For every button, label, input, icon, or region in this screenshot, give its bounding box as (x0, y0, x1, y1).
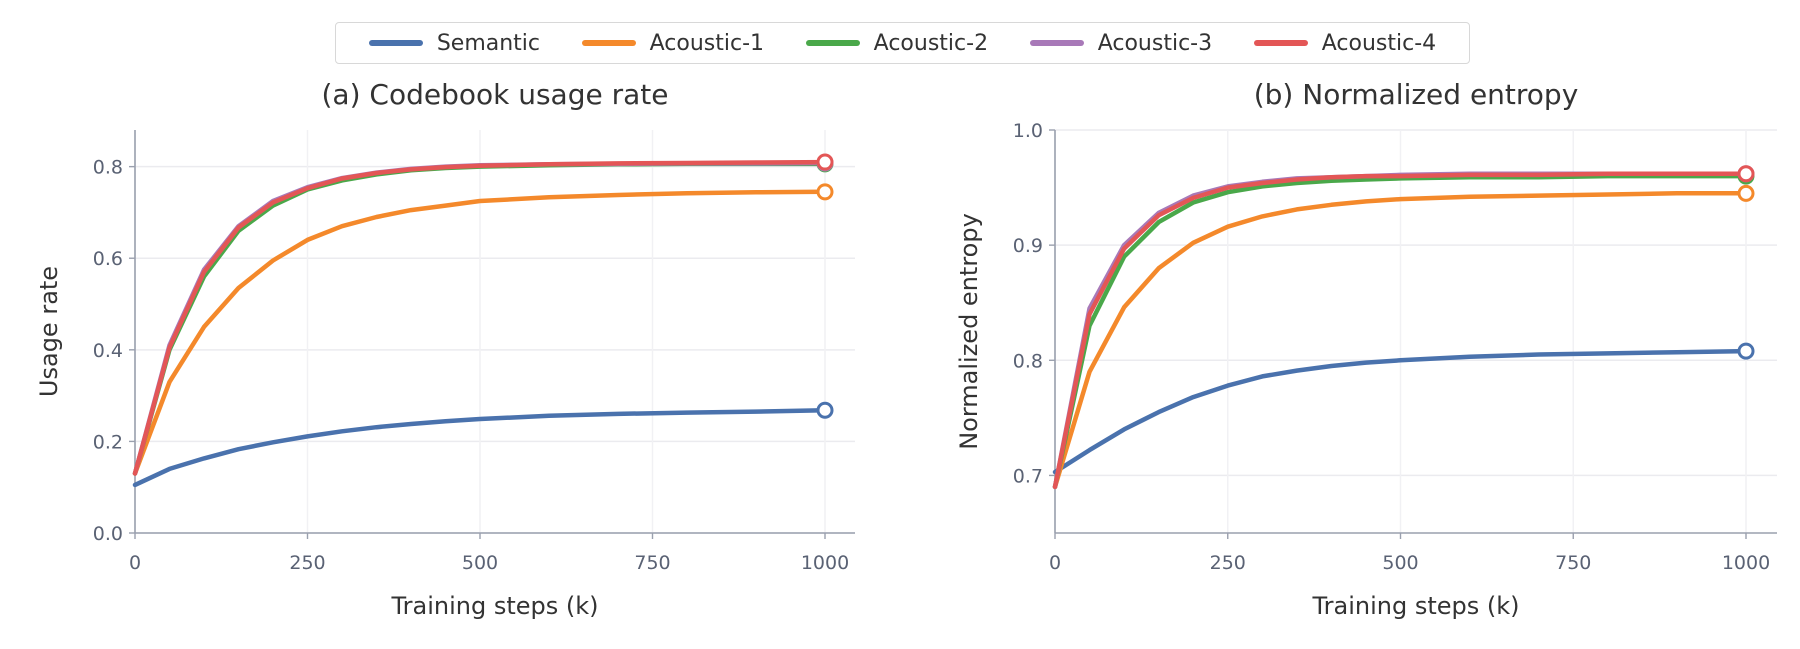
panel-b-series-acoustic-1-end-marker (1737, 184, 1755, 202)
panel-b-ytick-label-2: 0.9 (1013, 235, 1043, 257)
panel-a-ytick-label-0: 0.0 (93, 523, 123, 545)
legend-item-semantic: Semantic (368, 30, 541, 56)
panel-a-ytick-label-1: 0.2 (93, 431, 123, 453)
panel-b-xtick-label-1: 250 (1210, 552, 1246, 574)
panel-b-ytick-label-0: 0.7 (1013, 465, 1043, 487)
legend-label-acoustic-4: Acoustic-4 (1321, 30, 1437, 56)
panel-a-series-acoustic-4-end-marker (816, 153, 834, 171)
panel-a-xtick-label-0: 0 (129, 552, 141, 574)
panel-a-xtick-label-1: 250 (289, 552, 325, 574)
panel-a-title: (a) Codebook usage rate (321, 78, 668, 111)
legend: Semantic Acoustic-1 Acoustic-2 Acoustic-… (335, 22, 1470, 64)
panel-a-xtick-label-2: 500 (462, 552, 498, 574)
panel-a-xtick-label-3: 750 (634, 552, 670, 574)
panel-b-series-semantic-line (1052, 348, 1749, 475)
panel-b-xlabel: Training steps (k) (1312, 592, 1520, 620)
panel-b-series-acoustic-4-end-marker (1737, 165, 1755, 183)
panel-b-title: (b) Normalized entropy (1254, 78, 1579, 111)
legend-swatch-acoustic-2 (805, 40, 860, 46)
legend-item-acoustic-2: Acoustic-2 (805, 30, 989, 56)
panel-b-ylabel: Normalized entropy (955, 213, 983, 450)
panel-a-ylabel: Usage rate (35, 266, 63, 397)
panel-b-xtick-label-3: 750 (1555, 552, 1591, 574)
legend-item-acoustic-4: Acoustic-4 (1253, 30, 1437, 56)
panel-b-series-acoustic-4-line (1052, 171, 1749, 490)
legend-swatch-acoustic-4 (1253, 40, 1308, 46)
panel-a-ytick-label-3: 0.6 (93, 248, 123, 270)
legend-item-acoustic-1: Acoustic-1 (581, 30, 765, 56)
panel-a-xtick-label-4: 1000 (801, 552, 849, 574)
legend-item-acoustic-3: Acoustic-3 (1029, 30, 1213, 56)
panel-b-xtick-label-0: 0 (1049, 552, 1061, 574)
panel-b-series-semantic-end-marker (1737, 342, 1755, 360)
legend-swatch-acoustic-1 (581, 40, 636, 46)
panel-b-xtick-label-4: 1000 (1722, 552, 1770, 574)
legend-label-semantic: Semantic (436, 30, 541, 56)
panel-a-series-acoustic-1-end-marker (816, 183, 834, 201)
panel-a-series-acoustic-4-line (132, 159, 828, 476)
panel-a-series-semantic-end-marker (816, 401, 834, 419)
legend-label-acoustic-2: Acoustic-2 (873, 30, 989, 56)
panel-b-ytick-label-3: 1.0 (1013, 120, 1043, 142)
panel-b-series-acoustic-1-line (1052, 191, 1749, 490)
panel-a-series-acoustic-1-line (132, 189, 828, 476)
panel-b-xtick-label-2: 500 (1382, 552, 1418, 574)
panel-a-ytick-label-2: 0.4 (93, 340, 123, 362)
panel-a-series-semantic-line (132, 408, 828, 488)
panel-b-series-acoustic-2-line (1052, 173, 1749, 490)
legend-swatch-semantic (368, 40, 423, 46)
legend-label-acoustic-3: Acoustic-3 (1097, 30, 1213, 56)
panel-a-xlabel: Training steps (k) (391, 592, 599, 620)
panel-b-ytick-label-1: 0.8 (1013, 350, 1043, 372)
panel-b: 0.7 0.8 0.9 1.0 0 250 500 750 1000 (b) Normalized… (955, 78, 1777, 620)
panel-a: 0.0 0.2 0.4 0.6 0.8 0 250 500 750 1000 (a) Codeboo… (35, 78, 855, 620)
panel-a-ytick-label-4: 0.8 (93, 157, 123, 179)
legend-label-acoustic-1: Acoustic-1 (649, 30, 765, 56)
legend-swatch-acoustic-3 (1029, 40, 1084, 46)
